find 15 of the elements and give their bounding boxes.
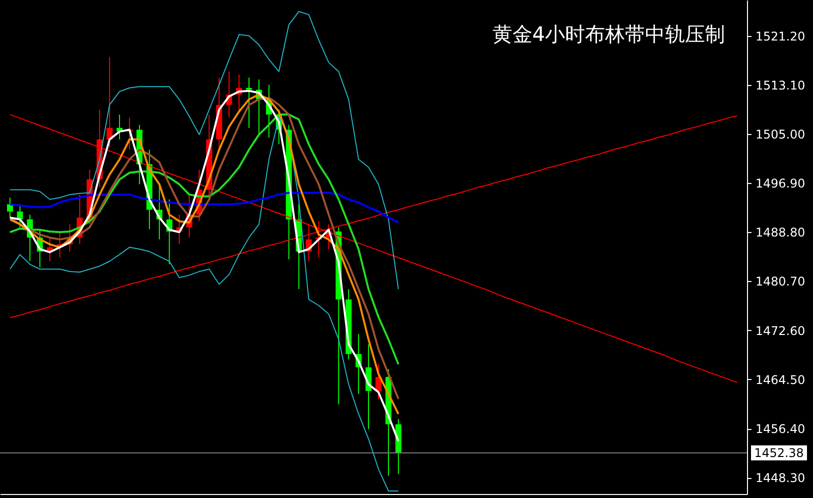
y-tick-label: 1496.90 bbox=[756, 176, 806, 191]
y-tick-label: 1480.70 bbox=[756, 274, 806, 289]
y-tick-label: 1488.80 bbox=[756, 226, 806, 240]
y-tick-label: 1521.20 bbox=[756, 29, 806, 44]
y-tick-label: 1513.10 bbox=[756, 78, 806, 92]
y-tick-label: 1472.60 bbox=[756, 324, 806, 338]
y-tick-label: 1505.00 bbox=[756, 127, 806, 142]
line-series bbox=[9, 114, 738, 383]
ref-line-label: 1452.38 bbox=[754, 446, 804, 460]
line-series bbox=[9, 11, 399, 290]
y-tick-label: 1456.40 bbox=[756, 422, 806, 436]
line-series bbox=[8, 114, 400, 366]
text: 黄金4小时布林带中轨压制 bbox=[492, 22, 725, 46]
y-tick-label: 1464.50 bbox=[756, 372, 806, 387]
y-tick-label: 1448.30 bbox=[756, 471, 806, 486]
